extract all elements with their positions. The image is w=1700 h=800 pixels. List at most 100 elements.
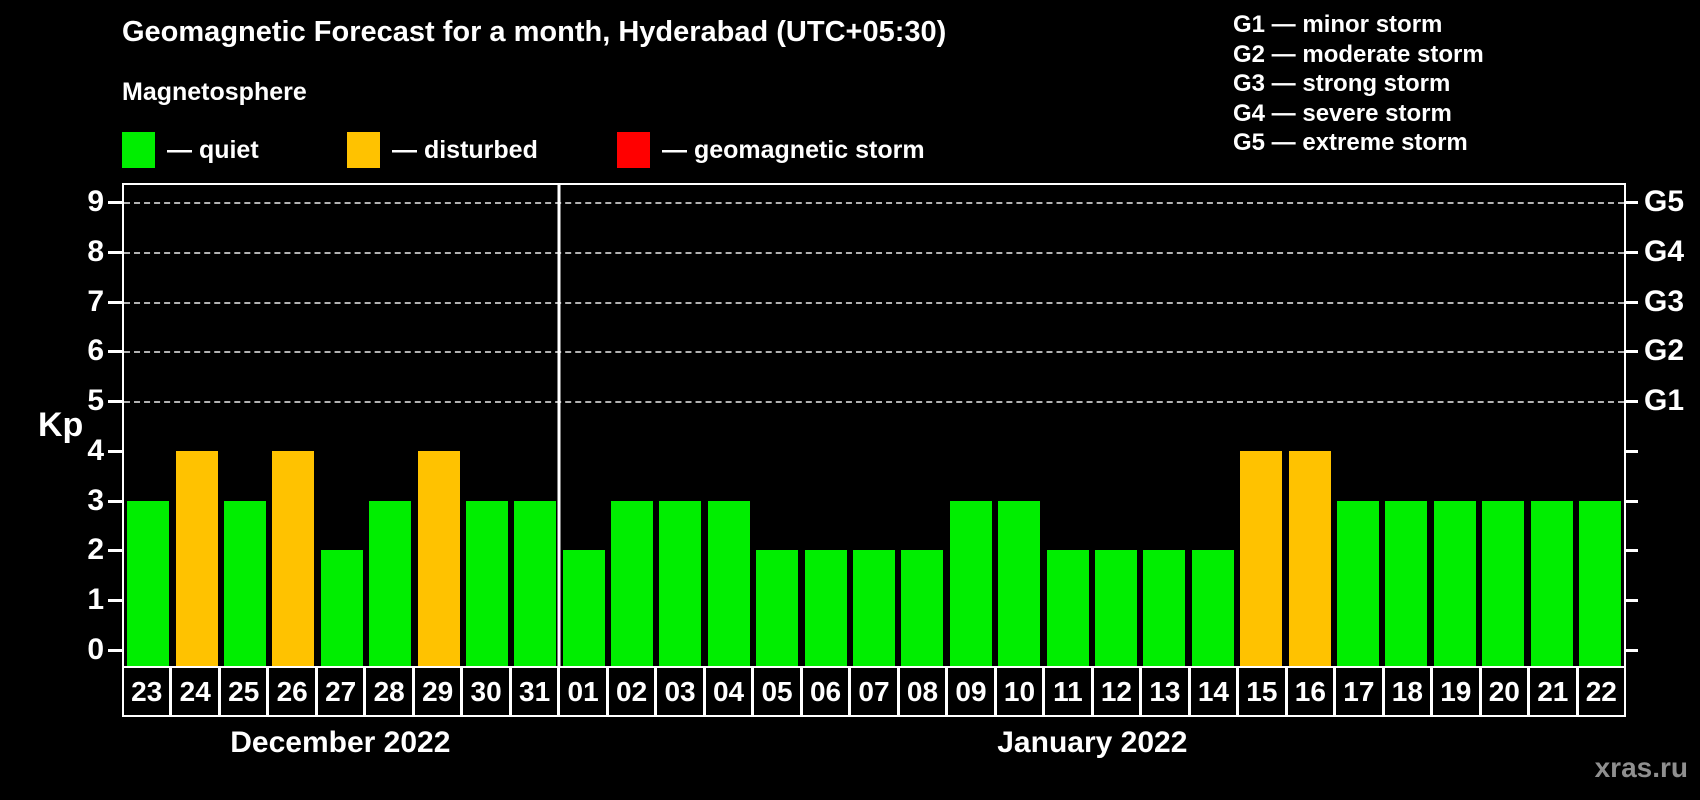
kp-bar <box>1336 500 1379 666</box>
bar-column <box>221 185 269 666</box>
bar-column <box>801 185 849 666</box>
y-tick-label: 9 <box>87 184 104 218</box>
y-tick-label: 2 <box>87 533 104 567</box>
legend-item-quiet: — quiet <box>122 131 259 169</box>
axis-tick-left <box>108 250 122 254</box>
bar-column <box>1576 185 1624 666</box>
bar-column <box>366 185 414 666</box>
kp-bar <box>1143 550 1186 666</box>
bar-column <box>172 185 220 666</box>
day-label-box: 03 <box>657 668 706 715</box>
day-axis: 23 24 25 26 27 28 29 30 31 01 02 03 04 05 06 07 08 09 10 11… <box>122 666 1626 717</box>
bar-column <box>608 185 656 666</box>
axis-tick-left <box>108 400 122 404</box>
kp-bar <box>562 550 605 666</box>
watermark: xras.ru <box>1594 752 1688 783</box>
gridline-kp7 <box>124 301 1624 304</box>
g-scale-label: G2 <box>1644 334 1685 368</box>
day-label-box: 16 <box>1287 668 1337 715</box>
bar-column <box>414 185 462 666</box>
day-label-box: 13 <box>1142 668 1191 715</box>
day-label-box: 02 <box>608 668 658 715</box>
axis-tick-left <box>108 200 122 204</box>
y-axis-title: Kp <box>38 406 84 444</box>
legend-swatch-quiet <box>122 132 155 168</box>
bar-column <box>1382 185 1430 666</box>
storm-scale-line: G5 — extreme storm <box>1233 129 1468 156</box>
gridline-kp9 <box>124 201 1624 204</box>
bar-column <box>1527 185 1575 666</box>
kp-bar <box>175 450 218 666</box>
legend-item-disturbed: — disturbed <box>347 131 538 169</box>
day-label-box: 29 <box>414 668 464 715</box>
day-label-box: 14 <box>1190 668 1240 715</box>
legend-label-disturbed: — disturbed <box>392 135 538 164</box>
kp-bar <box>223 500 266 666</box>
gridline-kp8 <box>124 251 1624 254</box>
day-label-box: 04 <box>705 668 755 715</box>
day-label-box: 07 <box>851 668 900 715</box>
kp-bar <box>853 550 896 666</box>
kp-bar <box>417 450 460 666</box>
day-label-box: 10 <box>996 668 1046 715</box>
legend-label-quiet: — quiet <box>167 135 259 164</box>
bar-column <box>1479 185 1527 666</box>
day-label-box: 23 <box>124 668 173 715</box>
kp-bar <box>272 450 315 666</box>
kp-bar <box>998 500 1041 666</box>
bar-column <box>850 185 898 666</box>
gridline-kp5 <box>124 401 1624 404</box>
bar-column <box>898 185 946 666</box>
kp-bar <box>949 500 992 666</box>
kp-bar <box>1095 550 1137 666</box>
axis-tick-right <box>1624 300 1638 304</box>
bars-layer <box>124 185 1624 666</box>
bar-column <box>1334 185 1382 666</box>
magnetosphere-label: Magnetosphere <box>122 78 307 106</box>
day-label-box: 19 <box>1433 668 1482 715</box>
month-label: January 2022 <box>997 726 1188 759</box>
kp-bar <box>804 550 847 666</box>
legend-item-storm: — geomagnetic storm <box>617 131 925 169</box>
axis-tick-right <box>1624 200 1638 204</box>
month-separator-line <box>557 185 561 666</box>
kp-bar <box>756 550 799 666</box>
day-label-box: 12 <box>1093 668 1143 715</box>
axis-tick-left <box>108 649 122 652</box>
day-label-box: 06 <box>802 668 852 715</box>
day-label-box: 21 <box>1530 668 1579 715</box>
y-tick-label: 7 <box>87 284 104 318</box>
storm-scale-line: G2 — moderate storm <box>1233 40 1484 68</box>
axis-tick-left <box>108 350 122 354</box>
bar-column <box>995 185 1043 666</box>
bar-column <box>1431 185 1479 666</box>
bar-column <box>560 185 608 666</box>
day-label-box: 25 <box>220 668 270 715</box>
kp-bar <box>1482 500 1525 666</box>
legend-swatch-storm <box>617 132 650 168</box>
g-scale-label: G5 <box>1644 184 1685 218</box>
bar-column <box>1285 185 1333 666</box>
day-label-box: 22 <box>1578 668 1625 715</box>
kp-bar <box>1288 450 1331 666</box>
status-legend: — quiet — disturbed — geomagnetic storm <box>122 131 1072 169</box>
day-label-box: 28 <box>366 668 415 715</box>
kp-bar <box>1046 550 1089 666</box>
legend-label-storm: — geomagnetic storm <box>662 135 925 164</box>
kp-bar <box>707 500 750 666</box>
kp-bar <box>127 500 170 666</box>
g-scale-label: G1 <box>1644 384 1685 418</box>
kp-bar <box>1240 450 1283 666</box>
y-tick-label: 3 <box>87 483 104 517</box>
bar-column <box>947 185 995 666</box>
month-labels: December 2022 January 2022 <box>122 726 1626 760</box>
day-label-box: 09 <box>948 668 997 715</box>
axis-tick-right <box>1624 549 1638 553</box>
bar-column <box>705 185 753 666</box>
day-label-box: 17 <box>1336 668 1385 715</box>
day-label-box: 11 <box>1045 668 1094 715</box>
storm-scale-line: G3 — strong storm <box>1233 70 1451 97</box>
gridline-kp6 <box>124 351 1624 354</box>
day-label-box: 08 <box>899 668 949 715</box>
